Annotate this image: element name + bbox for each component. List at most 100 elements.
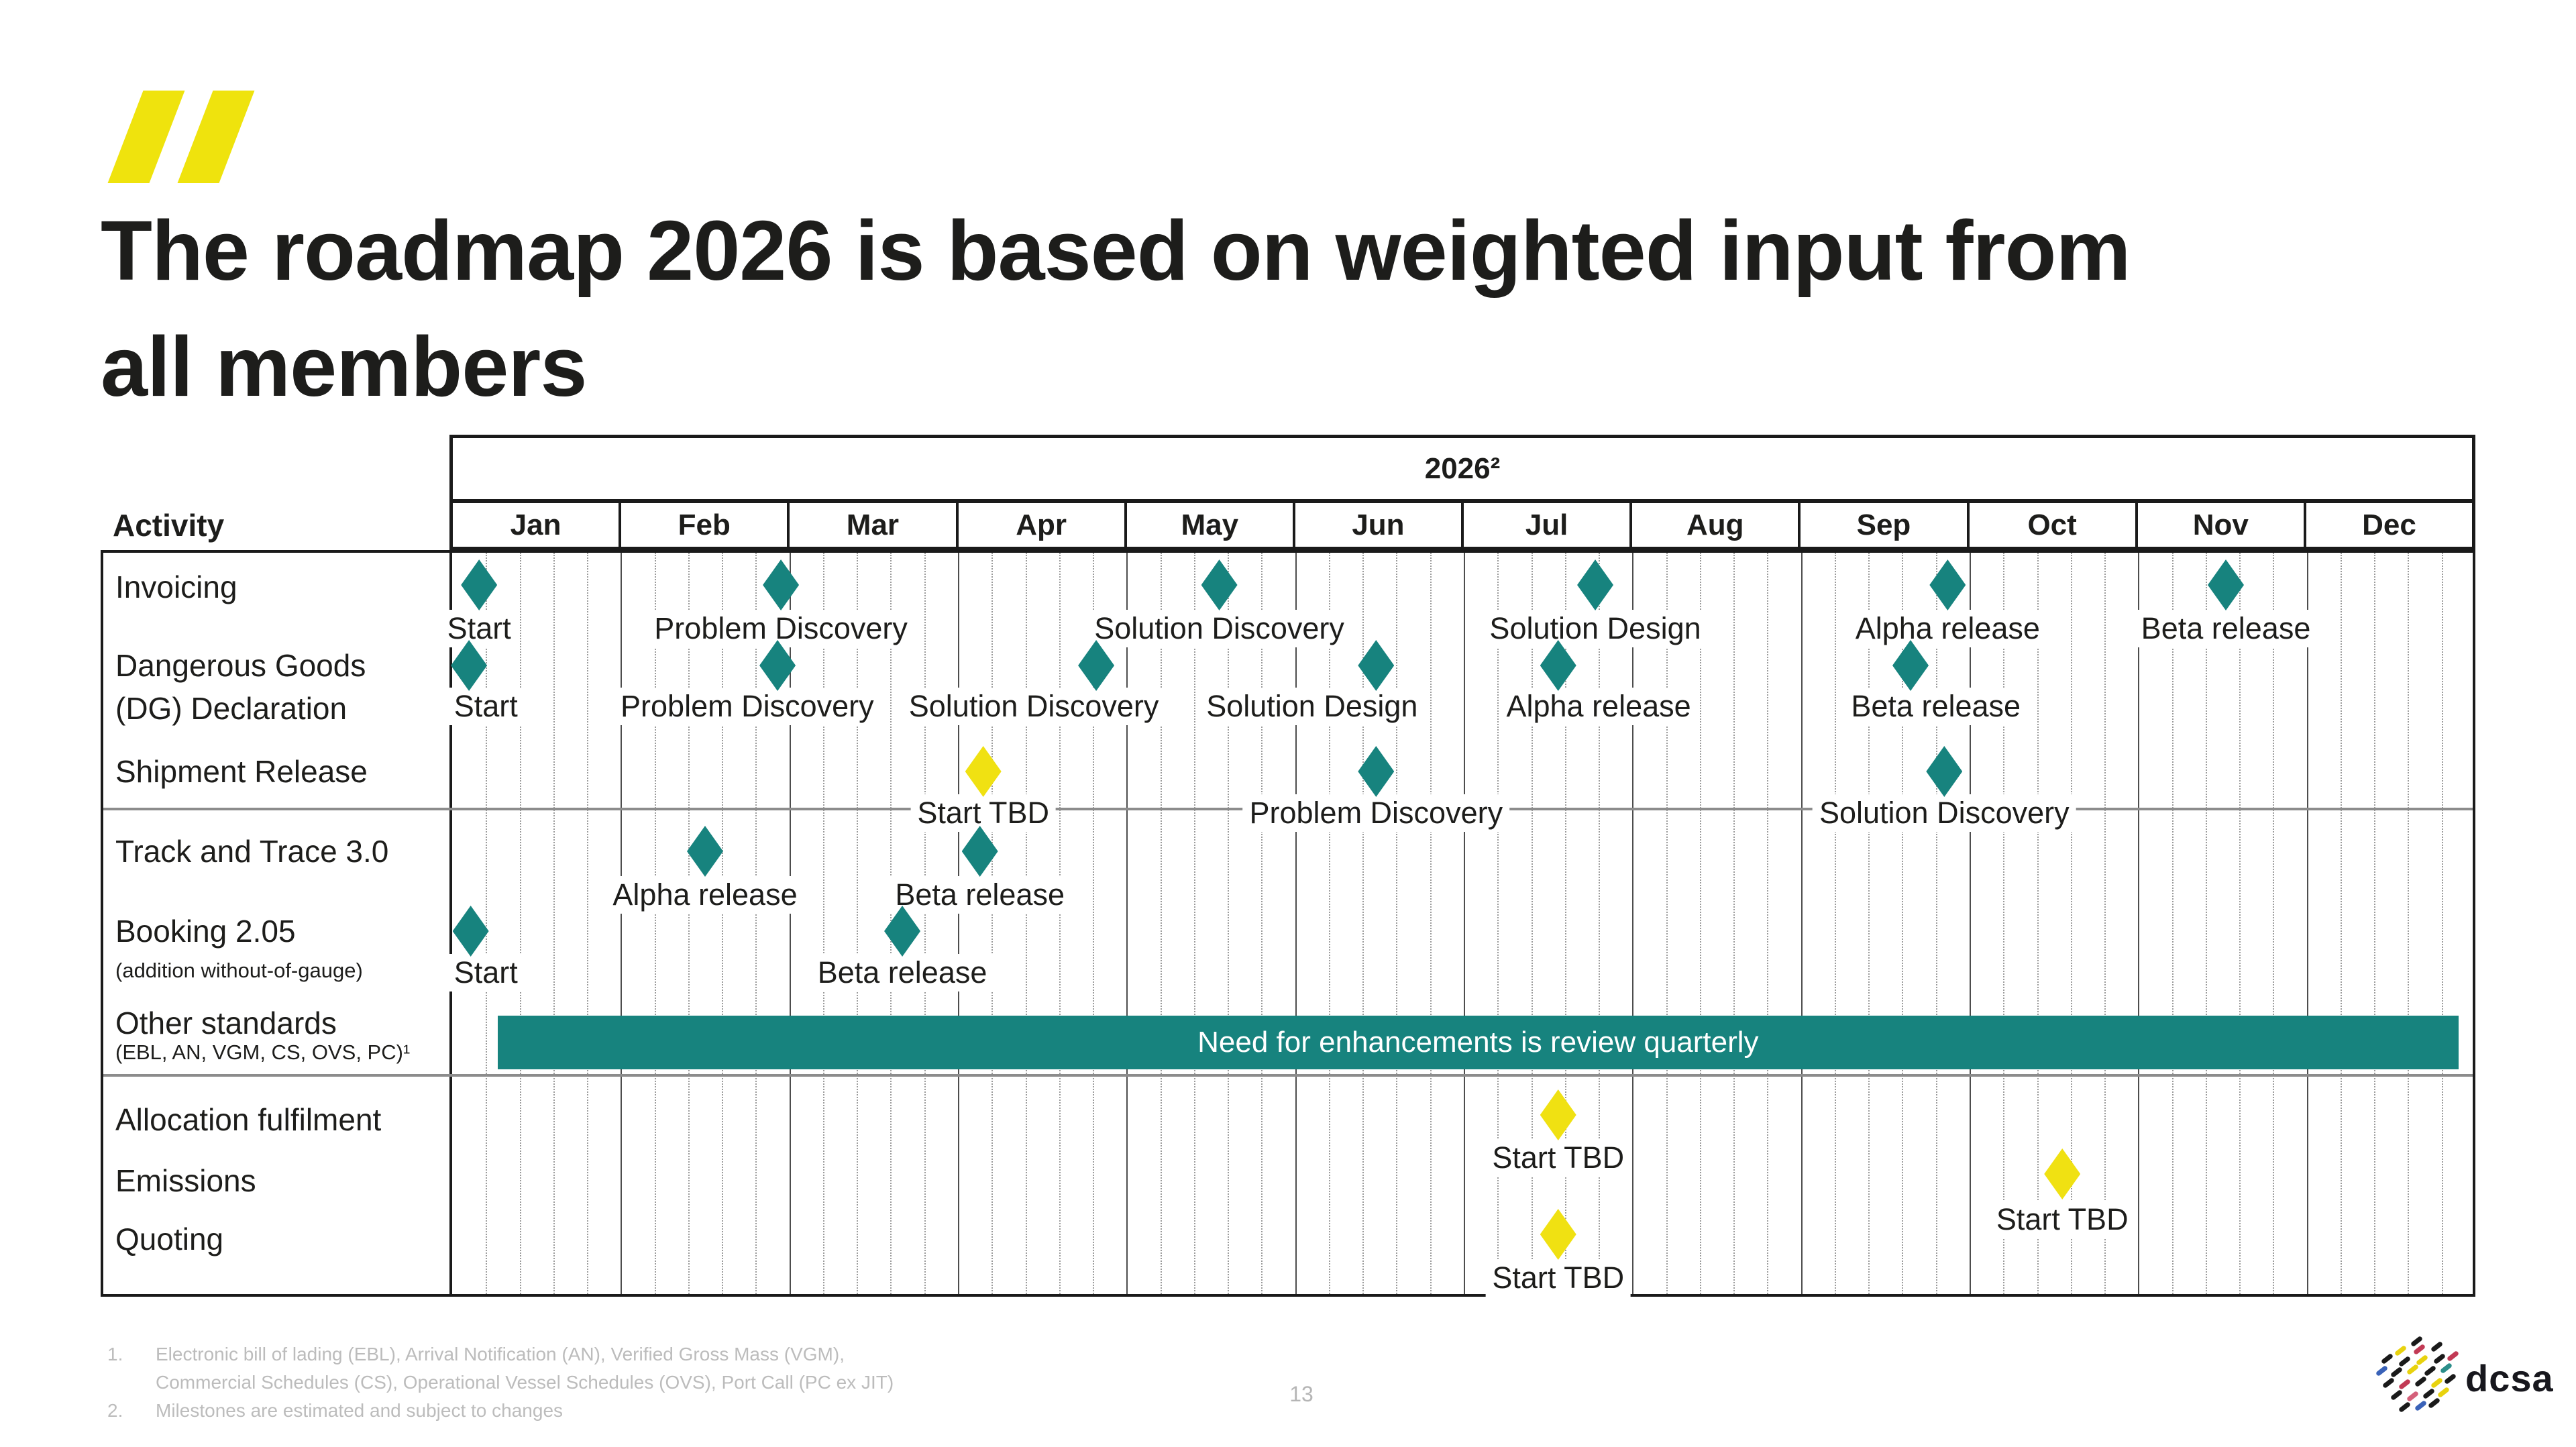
month-header-cell: Apr <box>955 503 1124 547</box>
week-gridline <box>2037 553 2039 1294</box>
logo-dot-icon <box>2430 1377 2444 1389</box>
week-gridline <box>1599 553 1601 1294</box>
week-gridline <box>1362 553 1364 1294</box>
milestone-diamond <box>451 640 488 691</box>
week-gridline <box>1160 553 1162 1294</box>
activity-column-header: Activity <box>113 507 225 543</box>
week-gridline <box>2239 553 2241 1294</box>
footnote-text: Electronic bill of lading (EBL), Arrival… <box>156 1344 894 1393</box>
month-header-cell: Oct <box>1966 503 2135 547</box>
month-header-cell: Mar <box>787 503 955 547</box>
milestone-label: Beta release <box>888 876 1072 914</box>
footnote-number: 1. <box>107 1344 123 1364</box>
month-header-cell: May <box>1124 503 1293 547</box>
week-gridline <box>1193 553 1195 1294</box>
week-gridline <box>857 553 859 1294</box>
slash-icon <box>107 91 185 183</box>
activity-subtitle: (EBL, AN, VGM, CS, OVS, PC)¹ <box>115 1040 411 1064</box>
title-line-1: The roadmap 2026 is based on weighted in… <box>101 203 2131 298</box>
month-gridline <box>2306 553 2308 1294</box>
logo-dot-icon <box>2414 1399 2428 1412</box>
activity-label: Emissions <box>115 1163 256 1198</box>
logo-dots-icon <box>2371 1334 2460 1422</box>
milestone-label: Alpha release <box>1848 610 2047 647</box>
week-gridline <box>2171 553 2174 1294</box>
week-gridline <box>1935 553 1937 1294</box>
month-header-cell: Jun <box>1292 503 1461 547</box>
month-gridline <box>621 553 623 1294</box>
year-header: 2026² <box>449 435 2475 502</box>
activity-label: Booking 2.05 <box>115 914 296 949</box>
activity-label: Other standards <box>115 1006 337 1040</box>
logo-dot-icon <box>2398 1378 2412 1391</box>
milestone-diamond <box>1926 746 1963 797</box>
timeline-plot: Start Problem Discovery Solution Discovery… <box>440 553 2475 1297</box>
milestone-label: Start TBD <box>910 794 1057 832</box>
week-gridline <box>553 553 555 1294</box>
milestone-label: Beta release <box>1844 688 2028 725</box>
week-gridline <box>587 553 589 1294</box>
week-gridline <box>2003 553 2005 1294</box>
month-header-cell: Sep <box>1798 503 1966 547</box>
milestone-label: Problem Discovery <box>1242 794 1510 832</box>
month-gridline <box>958 553 959 1294</box>
month-gridline <box>1464 553 1465 1294</box>
milestone-diamond <box>1929 559 1966 610</box>
milestone-label: Problem Discovery <box>647 610 914 647</box>
month-header-cell: Nov <box>2135 503 2304 547</box>
week-gridline <box>1834 553 1836 1294</box>
milestone-diamond <box>1540 640 1576 691</box>
week-gridline <box>2205 553 2207 1294</box>
week-gridline <box>1699 553 1701 1294</box>
week-gridline <box>688 553 690 1294</box>
month-header-row: Jan Feb Mar Apr May Jun Jul Aug Sep Oct Nov Dec <box>449 500 2475 550</box>
activity-label: Shipment Release <box>115 754 368 789</box>
activity-label: Allocation fulfilment <box>115 1102 382 1137</box>
month-gridline <box>789 553 791 1294</box>
title-line-2: all members <box>101 319 587 414</box>
month-header-cell: Feb <box>619 503 787 547</box>
roadmap-chart: 2026² Jan Feb Mar Apr May Jun Jul Aug Sep Oct Nov D… <box>101 435 2475 1297</box>
month-header-cell: Dec <box>2303 503 2472 547</box>
month-gridline <box>1126 553 1128 1294</box>
month-gridline <box>1801 553 1803 1294</box>
week-gridline <box>822 553 824 1294</box>
milestone-label: Start <box>440 610 518 647</box>
week-gridline <box>991 553 994 1294</box>
week-gridline <box>519 553 521 1294</box>
logo-dot-icon <box>2406 1363 2420 1376</box>
week-gridline <box>1666 553 1668 1294</box>
activity-label: Invoicing <box>115 570 237 604</box>
quarterly-review-bar: Need for enhancements is review quarterl… <box>497 1016 2459 1069</box>
footnote-item: 1. Electronic bill of lading (EBL), Arriv… <box>107 1340 894 1397</box>
week-gridline <box>1531 553 1533 1294</box>
milestone-label: Beta release <box>810 954 994 992</box>
milestone-label: Alpha release <box>606 876 804 914</box>
logo-dot-icon <box>2443 1373 2457 1385</box>
week-gridline <box>2408 553 2410 1294</box>
logo-dot-icon <box>2436 1386 2451 1399</box>
week-gridline <box>755 553 757 1294</box>
page-number: 13 <box>1289 1382 1313 1406</box>
milestone-diamond <box>461 559 498 610</box>
week-gridline <box>1497 553 1499 1294</box>
milestone-diamond <box>763 559 800 610</box>
month-header-cell: Jan <box>510 508 561 541</box>
week-gridline <box>1868 553 1870 1294</box>
week-gridline <box>1059 553 1061 1294</box>
logo-dot-icon <box>2414 1375 2428 1388</box>
milestone-label: Start TBD <box>1485 1139 1631 1177</box>
week-gridline <box>2104 553 2106 1294</box>
logo-text: dcsa <box>2465 1356 2554 1399</box>
week-gridline <box>2340 553 2342 1294</box>
logo-dot-icon <box>2430 1340 2444 1353</box>
month-gridline <box>1632 553 1634 1294</box>
footnote-number: 2. <box>107 1400 123 1421</box>
week-gridline <box>924 553 926 1294</box>
week-gridline <box>2273 553 2275 1294</box>
milestone-diamond <box>1540 1089 1576 1140</box>
milestone-label: Beta release <box>2134 610 2318 647</box>
milestone-diamond <box>1577 559 1614 610</box>
activity-label: (DG) Declaration <box>115 691 347 726</box>
